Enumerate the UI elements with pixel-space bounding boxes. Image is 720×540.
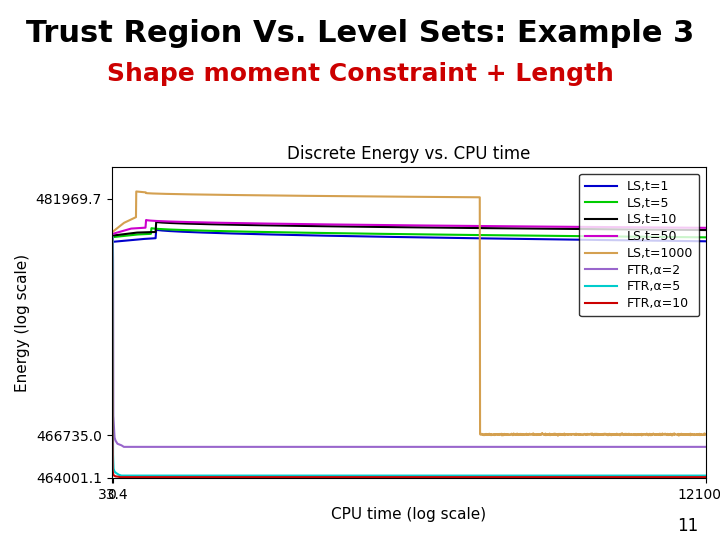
Line: LS,t=1000: LS,t=1000 [112,192,706,436]
LS,t=50 [107,231,116,238]
LS,t=50 [516,223,524,230]
FTR,α=2 [111,437,120,444]
LS,t=1000 [381,193,390,200]
LS,t=50 [701,225,710,231]
Text: Trust Region Vs. Level Sets: Example 3: Trust Region Vs. Level Sets: Example 3 [26,19,694,48]
FTR,α=10 [108,288,117,295]
LS,t=10 [582,226,590,232]
LS,t=5 [701,234,710,241]
Title: Discrete Energy vs. CPU time: Discrete Energy vs. CPU time [287,145,531,163]
LS,t=10 [348,224,356,230]
LS,t=10 [516,225,524,232]
FTR,α=2 [117,442,126,449]
LS,t=5 [369,231,378,237]
LS,t=10 [701,227,710,233]
Legend: LS,t=1, LS,t=5, LS,t=10, LS,t=50, LS,t=1000, FTR,α=2, FTR,α=5, FTR,α=10: LS,t=1, LS,t=5, LS,t=10, LS,t=50, LS,t=1… [579,174,699,316]
LS,t=1 [516,235,524,242]
LS,t=1 [168,228,177,234]
FTR,α=10 [116,474,125,481]
FTR,α=5 [109,451,117,458]
FTR,α=10 [114,474,122,480]
LS,t=5 [348,230,356,237]
FTR,α=2 [120,444,128,450]
FTR,α=5 [701,472,710,479]
LS,t=1 [369,233,378,240]
LS,t=10 [152,219,161,225]
FTR,α=5 [108,234,117,240]
Line: FTR,α=2: FTR,α=2 [112,237,706,447]
LS,t=50 [168,218,177,225]
FTR,α=5 [114,471,123,478]
LS,t=1 [571,237,580,243]
FTR,α=10 [109,472,118,479]
Line: LS,t=50: LS,t=50 [112,220,706,234]
FTR,α=5 [112,470,121,476]
LS,t=1 [107,239,116,245]
Line: LS,t=1: LS,t=1 [112,230,706,242]
LS,t=10 [571,226,580,232]
Text: 11: 11 [677,517,698,535]
LS,t=5 [571,233,580,239]
LS,t=1 [152,226,161,233]
LS,t=10 [369,224,378,230]
FTR,α=2 [109,234,117,240]
Text: Shape moment Constraint + Length: Shape moment Constraint + Length [107,62,613,86]
Line: LS,t=5: LS,t=5 [112,228,706,238]
LS,t=1000 [701,431,710,437]
Y-axis label: Energy (log scale): Energy (log scale) [15,254,30,392]
LS,t=1000 [685,432,693,438]
LS,t=10 [107,233,116,239]
LS,t=5 [516,232,524,239]
FTR,α=2 [113,441,122,447]
FTR,α=10 [108,467,117,474]
FTR,α=5 [109,465,118,472]
FTR,α=10 [108,234,117,240]
LS,t=1 [348,233,356,239]
Line: FTR,α=10: FTR,α=10 [112,237,706,477]
LS,t=1 [701,238,710,245]
LS,t=50 [582,224,590,230]
FTR,α=5 [108,273,117,279]
FTR,α=2 [109,413,117,419]
LS,t=10 [168,220,177,226]
LS,t=1000 [397,193,405,200]
FTR,α=2 [107,234,116,240]
Line: FTR,α=5: FTR,α=5 [112,237,706,476]
LS,t=1000 [575,431,584,438]
LS,t=50 [142,217,150,223]
LS,t=50 [571,224,580,230]
FTR,α=2 [701,444,710,450]
LS,t=1000 [684,431,693,438]
FTR,α=2 [109,258,117,264]
LS,t=50 [369,222,378,228]
LS,t=5 [582,233,590,239]
LS,t=5 [147,225,156,232]
FTR,α=10 [111,473,120,480]
LS,t=1000 [138,189,147,195]
LS,t=50 [348,221,356,228]
FTR,α=10 [107,234,116,240]
LS,t=5 [107,234,116,240]
X-axis label: CPU time (log scale): CPU time (log scale) [331,507,486,522]
LS,t=1000 [107,230,116,236]
LS,t=1000 [132,188,140,195]
FTR,α=10 [701,474,710,481]
LS,t=5 [168,226,177,233]
Line: LS,t=10: LS,t=10 [112,222,706,236]
FTR,α=5 [117,472,126,479]
FTR,α=5 [110,469,119,475]
FTR,α=5 [107,234,116,240]
LS,t=1 [582,237,590,243]
FTR,α=2 [110,434,119,441]
FTR,α=10 [109,471,117,478]
LS,t=1000 [554,433,562,439]
